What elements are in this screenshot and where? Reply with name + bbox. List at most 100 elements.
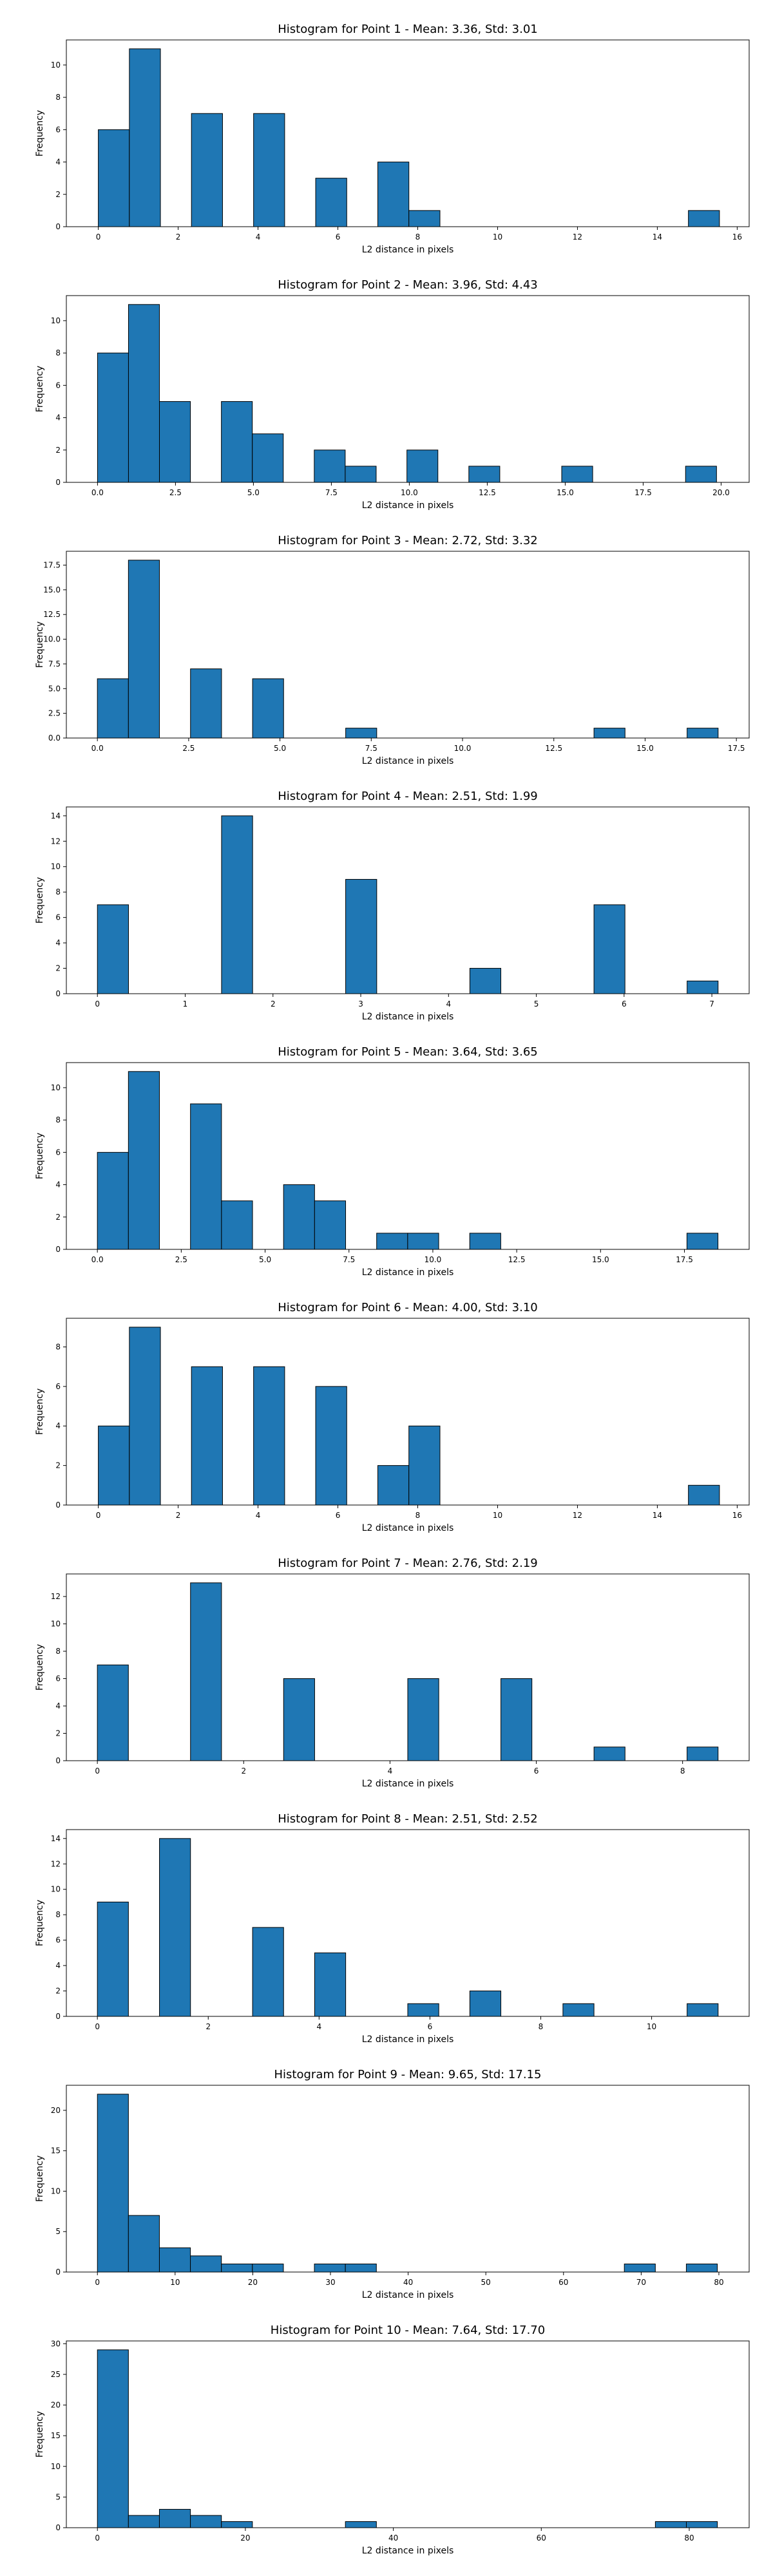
x-tick-label: 2.5	[169, 488, 182, 497]
x-tick-label: 14	[653, 1511, 662, 1520]
x-tick-label: 12	[573, 1511, 582, 1520]
x-axis-label: L2 distance in pixels	[362, 1523, 454, 1533]
x-tick-label: 15.0	[636, 744, 654, 753]
y-axis-label: Frequency	[35, 2155, 45, 2202]
histogram-bar	[686, 2521, 718, 2528]
histogram-bar	[593, 904, 625, 994]
y-tick-label: 2.5	[48, 709, 61, 718]
y-tick-label: 20	[51, 2106, 61, 2115]
histogram-bar	[283, 1184, 315, 1250]
y-tick-label: 4	[55, 1701, 61, 1710]
histogram-bar	[221, 2263, 253, 2273]
histogram-bar	[687, 980, 719, 994]
x-tick-label: 16	[732, 1511, 742, 1520]
chart-title: Histogram for Point 3 - Mean: 2.72, Std:…	[278, 534, 538, 547]
histogram-bar	[688, 1484, 720, 1506]
histogram-bar	[97, 352, 129, 483]
histogram-bar	[406, 450, 439, 483]
histogram-panel-9: 0 10 20 30 40 50 60 70 80 0 5 10 15 20 Histogram for P…	[35, 2068, 750, 2300]
y-axis-label: Frequency	[35, 1900, 45, 1946]
y-tick-label: 10	[51, 61, 61, 70]
histogram-bar	[191, 1366, 223, 1506]
histogram-bar	[688, 210, 720, 227]
y-tick-label: 0	[55, 1501, 61, 1510]
histogram-bar	[315, 178, 347, 227]
y-tick-label: 8	[55, 93, 61, 102]
x-tick-label: 15.0	[592, 1255, 609, 1264]
histogram-bar	[408, 210, 441, 227]
x-tick-label: 20	[240, 2533, 250, 2543]
x-tick-label: 30	[325, 2278, 335, 2287]
axes-frame	[66, 1062, 750, 1250]
y-tick-label: 15.0	[43, 585, 61, 594]
x-tick-label: 0.0	[91, 1255, 104, 1264]
x-tick-label: 17.5	[728, 744, 745, 753]
x-tick-label: 10	[647, 2022, 656, 2031]
y-axis-label: Frequency	[35, 2411, 45, 2458]
y-tick-label: 10	[51, 1885, 61, 1894]
histogram-bar	[561, 466, 593, 483]
y-tick-label: 4	[55, 158, 61, 167]
histogram-bar	[376, 1233, 408, 1250]
y-tick-label: 12	[51, 1592, 61, 1601]
x-tick-label: 2	[205, 2022, 211, 2031]
y-tick-label: 6	[55, 1674, 61, 1683]
histogram-bar	[252, 433, 284, 483]
histogram-bar	[97, 2094, 129, 2273]
x-axis-label: L2 distance in pixels	[362, 1012, 454, 1022]
x-tick-label: 8	[680, 1766, 685, 1776]
x-tick-label: 20	[248, 2278, 258, 2287]
y-axis-label: Frequency	[35, 1644, 45, 1690]
y-tick-label: 5.0	[48, 684, 61, 693]
x-tick-label: 4	[388, 1766, 393, 1776]
histogram-bar	[97, 904, 129, 994]
y-tick-label: 10	[51, 2186, 61, 2195]
x-tick-label: 17.5	[635, 488, 652, 497]
x-tick-label: 7.5	[325, 488, 338, 497]
y-tick-label: 4	[55, 938, 61, 947]
x-tick-label: 10.0	[425, 1255, 442, 1264]
histogram-bar	[685, 466, 717, 483]
histogram-bar	[158, 2508, 191, 2528]
histogram-bar	[468, 466, 501, 483]
y-tick-label: 2	[55, 1461, 61, 1470]
x-tick-label: 6	[428, 2022, 433, 2031]
histogram-bar	[408, 1425, 441, 1506]
y-tick-label: 0	[55, 1245, 61, 1254]
x-tick-label: 12.5	[545, 744, 562, 753]
x-axis-label: L2 distance in pixels	[362, 756, 454, 766]
histogram-bar	[314, 450, 346, 483]
histogram-panel-7: 0 2 4 6 8 0 2 4 6 8 10 12 Histogram for Point 7 - Me…	[35, 1557, 750, 1789]
y-tick-label: 6	[55, 381, 61, 390]
axes-frame	[66, 1829, 750, 2017]
y-tick-label: 4	[55, 1961, 61, 1970]
y-tick-label: 10	[51, 1620, 61, 1629]
y-tick-label: 8	[55, 348, 61, 357]
x-tick-label: 0	[95, 2278, 100, 2287]
histogram-bar	[158, 2247, 191, 2273]
x-axis-label: L2 distance in pixels	[362, 2546, 454, 2556]
x-tick-label: 7.5	[365, 744, 377, 753]
x-tick-label: 7.5	[343, 1255, 355, 1264]
histogram-bar	[469, 1991, 502, 2017]
x-tick-label: 4	[446, 999, 451, 1009]
x-tick-label: 2	[176, 232, 181, 242]
y-tick-label: 10	[51, 316, 61, 325]
histogram-bar	[407, 1233, 439, 1250]
y-axis-label: Frequency	[35, 1388, 45, 1435]
histogram-bar	[128, 1071, 160, 1250]
x-tick-label: 8	[415, 232, 421, 242]
x-tick-label: 0	[95, 1766, 100, 1776]
x-tick-label: 5.0	[274, 744, 286, 753]
x-tick-label: 70	[636, 2278, 646, 2287]
y-tick-label: 14	[51, 1834, 61, 1843]
histogram-bar	[191, 113, 223, 227]
histogram-bar	[98, 1425, 130, 1506]
y-tick-label: 6	[55, 125, 61, 134]
x-tick-label: 40	[403, 2278, 413, 2287]
chart-title: Histogram for Point 10 - Mean: 7.64, Std…	[271, 2324, 545, 2337]
x-tick-label: 8	[539, 2022, 544, 2031]
x-tick-label: 6	[534, 1766, 539, 1776]
histogram-bar	[129, 48, 161, 227]
histogram-bar	[654, 2521, 687, 2528]
